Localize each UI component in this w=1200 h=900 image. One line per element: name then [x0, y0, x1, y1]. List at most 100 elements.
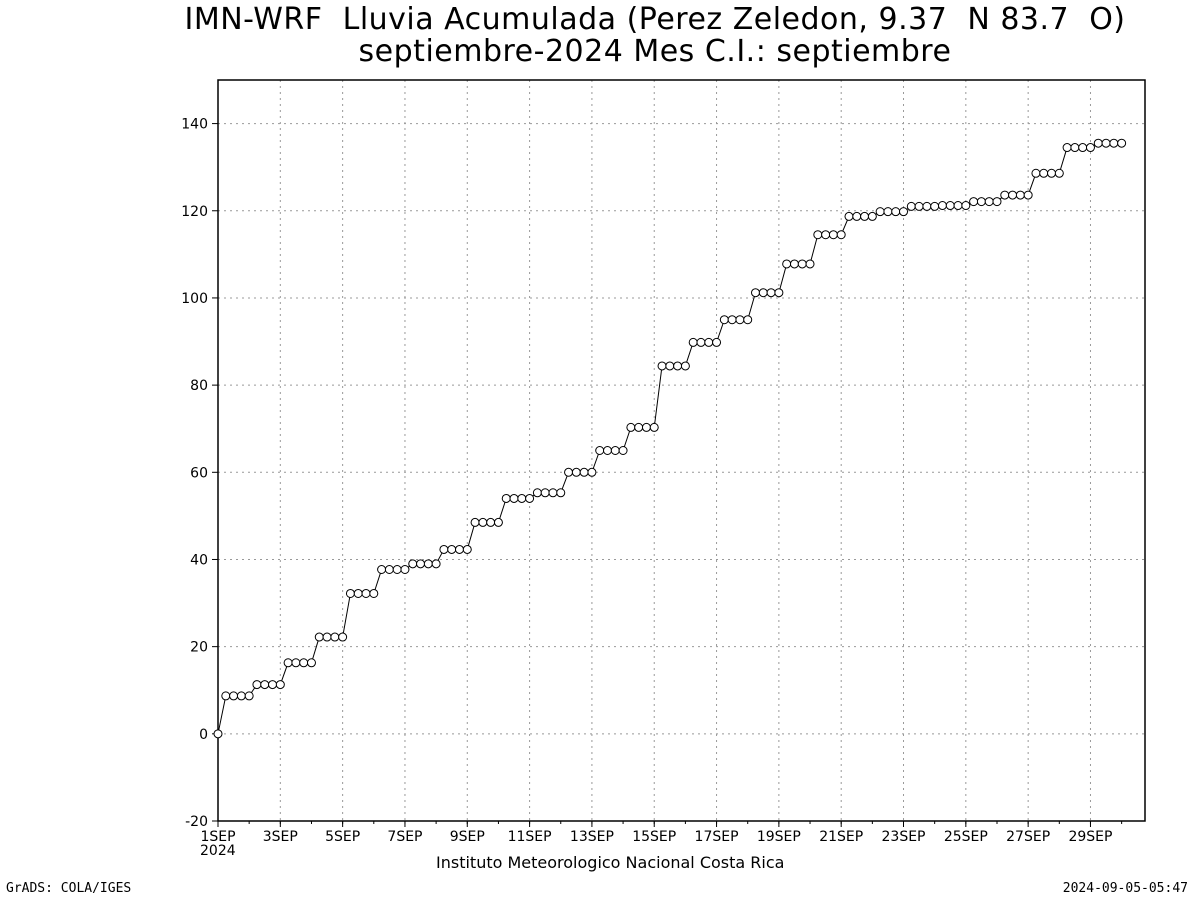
data-point [735, 315, 745, 325]
data-point [969, 197, 979, 207]
data-point [984, 197, 994, 207]
data-point [532, 488, 542, 498]
data-point [213, 729, 223, 739]
data-point [883, 207, 893, 217]
data-point [704, 337, 714, 347]
data-point [400, 564, 410, 574]
data-point [688, 337, 698, 347]
data-point [680, 361, 690, 371]
data-point [906, 201, 916, 211]
x-tick-label: 19SEP [757, 829, 801, 845]
y-tick-label: 20 [190, 640, 208, 656]
data-point [1093, 138, 1103, 148]
x-tick-label: 11SEP [508, 829, 552, 845]
data-point [486, 517, 496, 527]
data-point [314, 632, 324, 642]
data-point [1062, 143, 1072, 153]
data-point [462, 544, 472, 554]
data-point [789, 259, 799, 269]
data-point [813, 230, 823, 240]
data-point [1085, 143, 1095, 153]
data-point [548, 488, 558, 498]
data-point [844, 211, 854, 221]
data-point [766, 288, 776, 298]
x-tick-label: 7SEP [387, 829, 422, 845]
data-point [244, 691, 254, 701]
data-point [976, 197, 986, 207]
x-tick-label: 5SEP [325, 829, 360, 845]
data-point [610, 446, 620, 455]
data-point [774, 288, 784, 298]
data-point [743, 315, 753, 325]
x-axis-label: Instituto Meteorologico Nacional Costa R… [436, 853, 785, 872]
x-tick-label: 29SEP [1068, 829, 1112, 845]
x-tick-label: 17SEP [695, 829, 739, 845]
data-point [1039, 168, 1049, 178]
data-point [416, 559, 426, 569]
data-point [1008, 190, 1018, 200]
data-point [602, 446, 612, 455]
data-point [953, 201, 963, 211]
data-point [867, 211, 877, 221]
data-point [751, 288, 761, 298]
data-point [1078, 143, 1088, 153]
data-point [1054, 168, 1064, 178]
data-point [353, 588, 363, 598]
data-point [322, 632, 332, 642]
data-point [291, 658, 301, 668]
data-point [797, 259, 807, 269]
data-point [260, 680, 270, 690]
data-point [509, 493, 519, 503]
data-point [283, 658, 293, 668]
x-tick-label: 27SEP [1006, 829, 1050, 845]
data-point [377, 564, 387, 574]
x-tick-label: 9SEP [450, 829, 485, 845]
data-point [828, 230, 838, 240]
x-tick-label: 15SEP [632, 829, 676, 845]
chart-title: IMN-WRF Lluvia Acumulada (Perez Zeledon,… [184, 2, 1126, 37]
data-point [579, 467, 589, 477]
data-point [408, 559, 418, 569]
data-point [657, 361, 667, 371]
data-point [221, 691, 231, 701]
y-tick-label: 80 [190, 378, 208, 394]
data-point [649, 422, 659, 432]
y-tick-label: -20 [185, 814, 208, 830]
data-point [1031, 168, 1041, 178]
data-point [229, 691, 239, 701]
accumulated-rain-series [213, 138, 1127, 739]
y-tick-label: 0 [199, 727, 208, 743]
data-point [306, 658, 316, 668]
data-point [914, 201, 924, 211]
data-point [1101, 138, 1111, 148]
data-point [478, 517, 488, 527]
data-point [899, 207, 909, 217]
data-point [891, 207, 901, 217]
data-point [345, 588, 355, 598]
series-line [217, 142, 1122, 734]
data-point [501, 493, 511, 503]
data-point [626, 422, 636, 432]
data-point [860, 211, 870, 221]
x-tick-label: 3SEP [263, 829, 298, 845]
data-point [1023, 190, 1033, 200]
data-point [821, 230, 831, 240]
data-point [719, 315, 729, 325]
timestamp: 2024-09-05-05:47 [1062, 881, 1188, 896]
data-point [665, 361, 675, 371]
data-point [1047, 168, 1057, 178]
data-point [587, 467, 597, 477]
data-point [875, 207, 885, 217]
data-point [852, 211, 862, 221]
data-point [571, 467, 581, 477]
data-point [595, 446, 605, 455]
x-tick-label: 25SEP [944, 829, 988, 845]
data-point [369, 588, 379, 598]
y-tick-label: 120 [181, 204, 208, 220]
data-point [673, 361, 683, 371]
data-point [236, 691, 246, 701]
data-point [268, 680, 278, 690]
data-point [252, 680, 262, 690]
data-point [712, 337, 722, 347]
